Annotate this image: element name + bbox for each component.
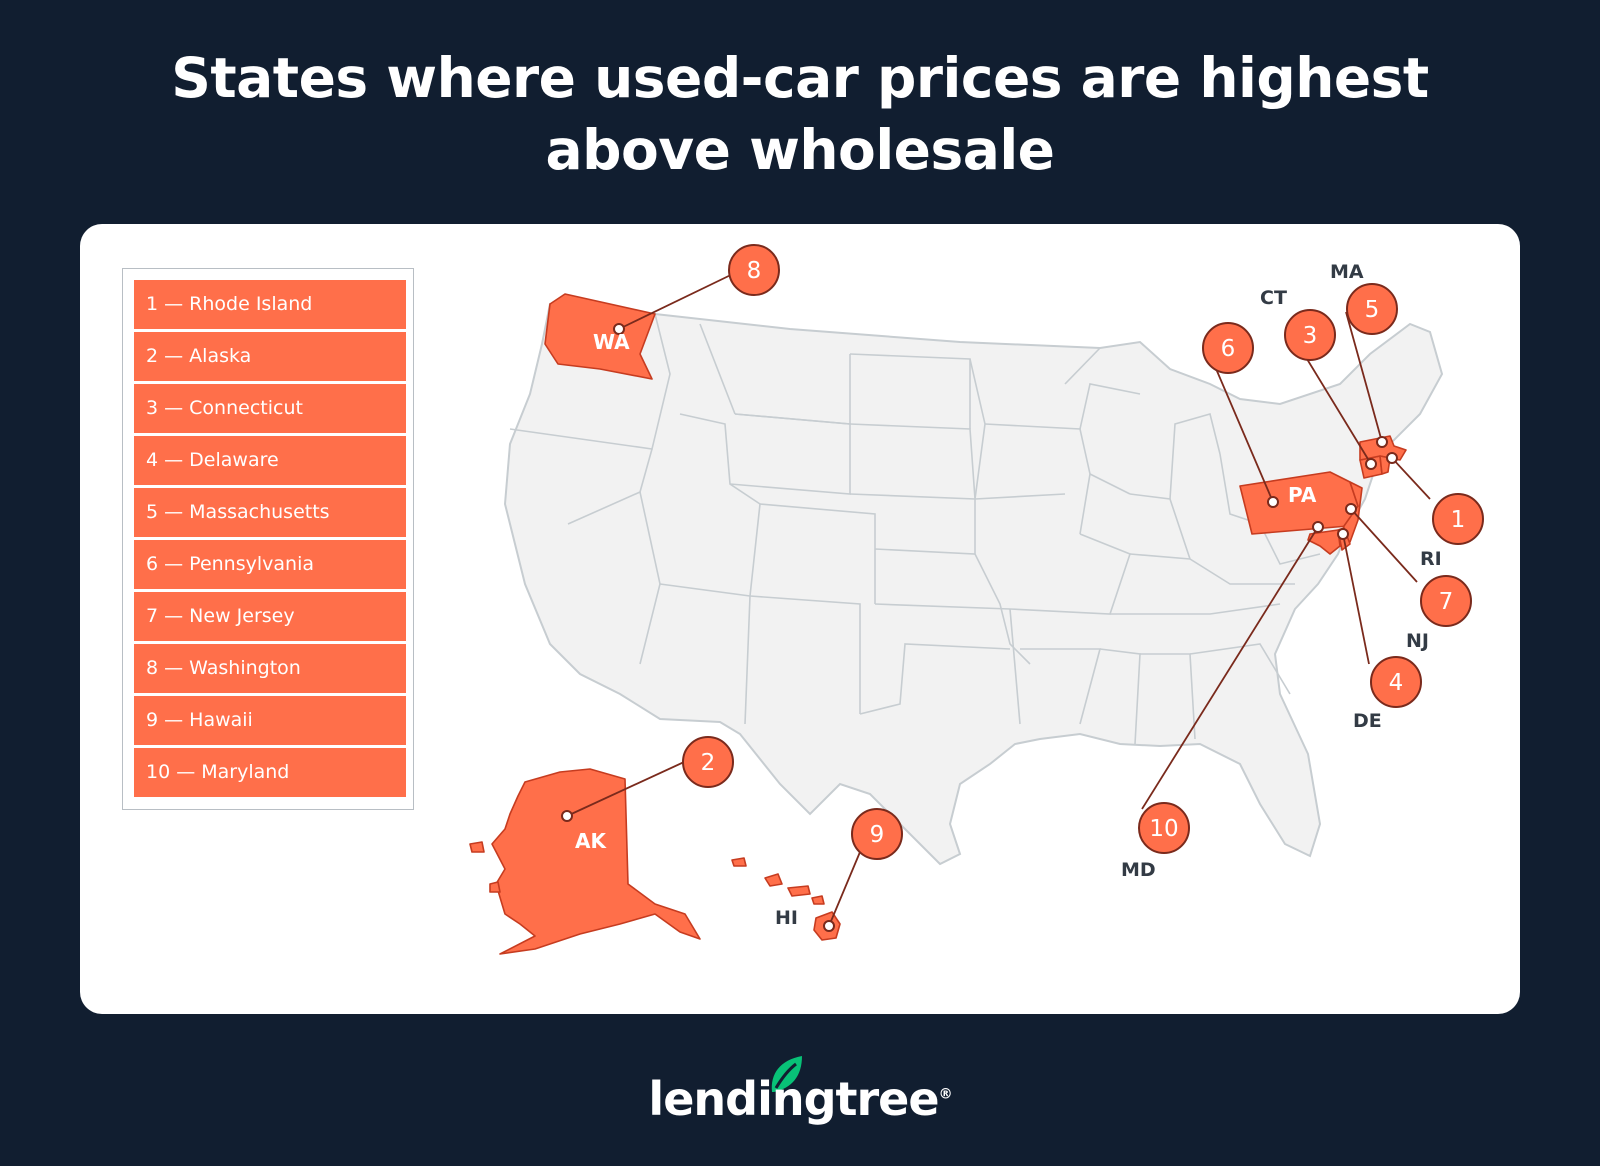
state-shape-hi-3: [787, 885, 811, 897]
us-map: WA PA AK HI CT MA RI NJ DE MD 8 6 3: [469, 244, 1484, 955]
legend-item-5: 5 — Massachusetts: [134, 488, 406, 537]
title-line-2: above wholesale: [545, 118, 1055, 182]
lendingtree-logo: lendingtree®: [0, 1072, 1600, 1126]
contiguous-us-outline: [503, 302, 1444, 866]
logo-registered-mark: ®: [938, 1086, 953, 1103]
state-shape-hi-1: [731, 857, 747, 867]
state-label-ri: RI: [1420, 548, 1442, 570]
legend-item-4: 4 — Delaware: [134, 436, 406, 485]
state-label-nj: NJ: [1406, 630, 1429, 652]
svg-text:3: 3: [1303, 323, 1318, 349]
state-label-ma: MA: [1330, 261, 1364, 283]
legend-item-7: 7 — New Jersey: [134, 592, 406, 641]
state-shape-hi-2: [764, 873, 783, 887]
rank-badge-7: 7: [1420, 575, 1472, 627]
leaf-icon: [771, 1056, 802, 1092]
legend-item-1: 1 — Rhode Island: [134, 280, 406, 329]
state-shape-hi-4: [811, 895, 825, 905]
legend-item-8: 8 — Washington: [134, 644, 406, 693]
rank-badge-8: 8: [728, 244, 780, 296]
rank-badge-6: 6: [1202, 322, 1254, 374]
svg-text:4: 4: [1389, 670, 1404, 696]
legend-item-3: 3 — Connecticut: [134, 384, 406, 433]
state-label-hi: HI: [775, 907, 798, 929]
state-shape-ak-island-2: [489, 881, 501, 893]
legend-item-2: 2 — Alaska: [134, 332, 406, 381]
rank-badge-10: 10: [1138, 802, 1190, 854]
svg-text:6: 6: [1221, 336, 1236, 362]
state-shape-wa: [544, 293, 656, 380]
rank-badge-2: 2: [682, 736, 734, 788]
rank-badge-4: 4: [1370, 656, 1422, 708]
legend-item-10: 10 — Maryland: [134, 748, 406, 797]
rank-badge-3: 3: [1284, 309, 1336, 361]
rank-badge-1: 1: [1432, 493, 1484, 545]
state-shape-ak-island-1: [469, 841, 485, 853]
svg-text:2: 2: [701, 750, 716, 776]
state-label-wa: WA: [593, 330, 630, 354]
leader-lines: [566, 270, 1431, 927]
svg-text:9: 9: [870, 822, 885, 848]
svg-text:8: 8: [747, 258, 762, 284]
rank-badge-9: 9: [851, 808, 903, 860]
svg-text:7: 7: [1439, 589, 1454, 615]
map-card: WA PA AK HI CT MA RI NJ DE MD 8 6 3: [80, 224, 1520, 1014]
legend-item-6: 6 — Pennsylvania: [134, 540, 406, 589]
marker-dots: [561, 323, 1398, 932]
title-line-1: States where used-car prices are highest: [171, 46, 1429, 110]
state-shape-ak: [491, 768, 701, 955]
state-borders: [509, 313, 1321, 745]
svg-text:10: 10: [1149, 816, 1178, 842]
svg-text:1: 1: [1451, 507, 1466, 533]
state-label-pa: PA: [1288, 483, 1317, 507]
state-label-de: DE: [1353, 710, 1382, 732]
legend-item-9: 9 — Hawaii: [134, 696, 406, 745]
state-label-ak: AK: [575, 829, 607, 853]
page-title: States where used-car prices are highest…: [0, 42, 1600, 186]
ranking-legend: 1 — Rhode Island 2 — Alaska 3 — Connecti…: [122, 268, 414, 810]
state-label-ct: CT: [1260, 287, 1287, 309]
rank-badges: 8 6 3 5 1 7 4: [682, 244, 1484, 860]
state-label-md: MD: [1121, 859, 1156, 881]
rank-badge-5: 5: [1346, 283, 1398, 335]
svg-text:5: 5: [1365, 297, 1380, 323]
logo-text: lendingtree: [648, 1072, 939, 1126]
